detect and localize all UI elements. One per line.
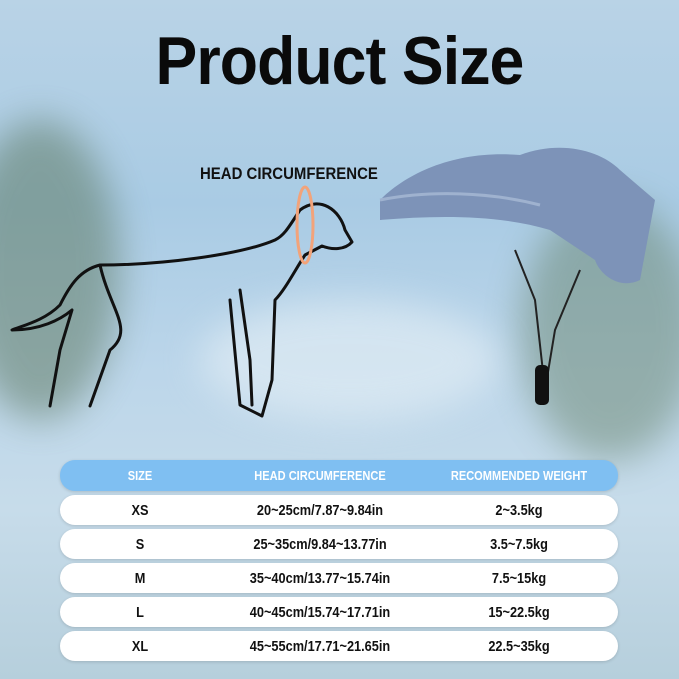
size-cell: M <box>134 569 146 587</box>
size-cell: L <box>136 603 144 621</box>
weight-cell: 22.5~35kg <box>488 637 550 655</box>
circumference-cell: 20~25cm/7.87~9.84in <box>256 501 384 519</box>
size-cell: XL <box>131 637 149 655</box>
header-head-circumference: HEAD CIRCUMFERENCE <box>254 468 386 483</box>
table-row: L 40~45cm/15.74~17.71in 15~22.5kg <box>60 597 618 627</box>
table-row: XS 20~25cm/7.87~9.84in 2~3.5kg <box>60 495 618 525</box>
header-size: SIZE <box>127 468 153 483</box>
size-cell: XS <box>131 501 149 519</box>
weight-cell: 3.5~7.5kg <box>490 535 548 553</box>
header-recommended-weight: RECOMMENDED WEIGHT <box>450 468 588 483</box>
table-row: S 25~35cm/9.84~13.77in 3.5~7.5kg <box>60 529 618 559</box>
circumference-cell: 35~40cm/13.77~15.74in <box>249 569 391 587</box>
dog-illustration <box>10 185 354 418</box>
measure-ring-icon <box>295 185 315 265</box>
head-circumference-label: HEAD CIRCUMFERENCE <box>200 164 378 183</box>
cord-lock-icon <box>535 365 549 405</box>
weight-cell: 15~22.5kg <box>488 603 550 621</box>
weight-cell: 2~3.5kg <box>495 501 543 519</box>
table-row: XL 45~55cm/17.71~21.65in 22.5~35kg <box>60 631 618 661</box>
page-title: Product Size <box>155 23 525 99</box>
weight-cell: 7.5~15kg <box>491 569 547 587</box>
size-chart-table: SIZE HEAD CIRCUMFERENCE RECOMMENDED WEIG… <box>60 460 618 665</box>
table-row: M 35~40cm/13.77~15.74in 7.5~15kg <box>60 563 618 593</box>
circumference-cell: 40~45cm/15.74~17.71in <box>249 603 391 621</box>
circumference-cell: 45~55cm/17.71~21.65in <box>249 637 391 655</box>
table-header: SIZE HEAD CIRCUMFERENCE RECOMMENDED WEIG… <box>60 460 618 491</box>
size-cell: S <box>135 535 145 553</box>
circumference-cell: 25~35cm/9.84~13.77in <box>253 535 387 553</box>
dog-cap-product-image <box>379 147 655 405</box>
